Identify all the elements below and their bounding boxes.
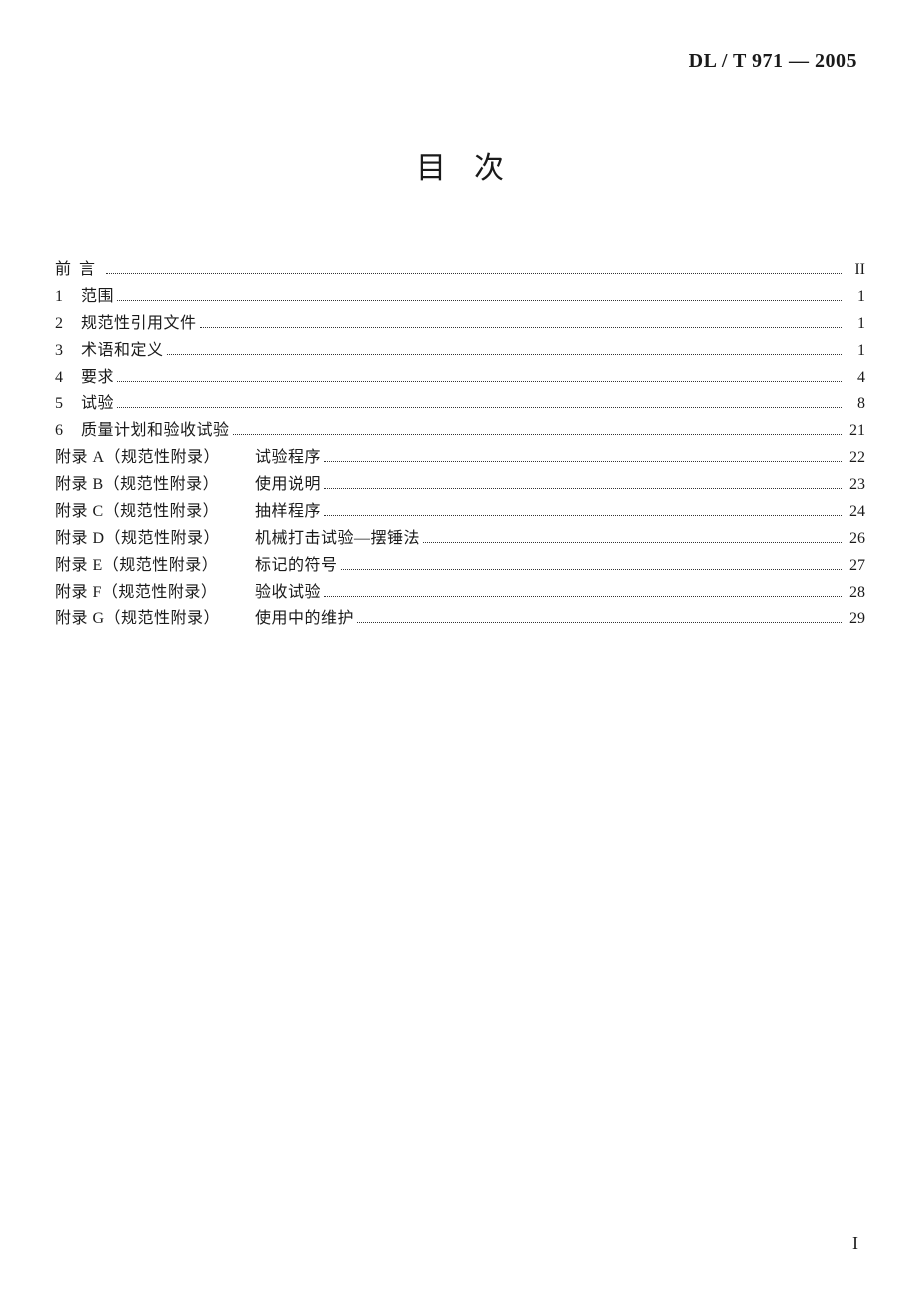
toc-section-num: 1 [55, 284, 81, 311]
toc-section-num: 2 [55, 311, 81, 338]
toc-appendix-label2: 使用中的维护 [241, 606, 354, 633]
toc-appendix-row: 附录 B（规范性附录） 使用说明 23 [55, 472, 865, 499]
toc-section-label: 要求 [81, 365, 114, 392]
doc-header: DL / T 971 — 2005 [55, 50, 865, 73]
toc-dots [167, 354, 842, 355]
toc-dots [341, 569, 842, 570]
toc-appendix-label2: 试验程序 [241, 445, 321, 472]
toc-section-num: 6 [55, 418, 81, 445]
toc-section-label: 试验 [81, 391, 114, 418]
toc-appendix-label1: 附录 E（规范性附录） [55, 553, 241, 580]
toc-section-label: 范围 [81, 284, 114, 311]
toc-dots [357, 622, 842, 623]
toc-dots [117, 407, 842, 408]
toc-appendix-label1: 附录 F（规范性附录） [55, 580, 241, 607]
toc-appendix-page: 29 [845, 606, 865, 633]
toc-appendix-row: 附录 C（规范性附录） 抽样程序 24 [55, 499, 865, 526]
toc-section-row: 5 试验 8 [55, 391, 865, 418]
toc-appendix-page: 23 [845, 472, 865, 499]
toc-section-page: 1 [845, 284, 865, 311]
toc-section-page: 21 [845, 418, 865, 445]
toc-dots [324, 461, 842, 462]
toc-appendix-label2: 验收试验 [241, 580, 321, 607]
toc-appendix-label1: 附录 G（规范性附录） [55, 606, 241, 633]
toc-appendix-page: 28 [845, 580, 865, 607]
toc-section-page: 4 [845, 365, 865, 392]
table-of-contents: 前言 II 1 范围 1 2 规范性引用文件 1 3 术语和定义 1 4 要求 … [55, 257, 865, 633]
toc-section-label: 术语和定义 [81, 338, 164, 365]
toc-section-page: 1 [845, 338, 865, 365]
toc-section-page: 1 [845, 311, 865, 338]
toc-section-num: 3 [55, 338, 81, 365]
toc-appendix-page: 26 [845, 526, 865, 553]
toc-section-num: 4 [55, 365, 81, 392]
toc-appendix-row: 附录 F（规范性附录） 验收试验 28 [55, 580, 865, 607]
toc-dots [324, 596, 842, 597]
toc-section-row: 6 质量计划和验收试验 21 [55, 418, 865, 445]
toc-section-row: 2 规范性引用文件 1 [55, 311, 865, 338]
toc-section-row: 4 要求 4 [55, 365, 865, 392]
toc-section-label: 规范性引用文件 [81, 311, 197, 338]
toc-dots [324, 515, 842, 516]
toc-appendix-label2: 使用说明 [241, 472, 321, 499]
toc-appendix-row: 附录 G（规范性附录） 使用中的维护 29 [55, 606, 865, 633]
toc-section-num: 5 [55, 391, 81, 418]
toc-appendix-label1: 附录 C（规范性附录） [55, 499, 241, 526]
toc-dots [200, 327, 842, 328]
toc-appendix-page: 22 [845, 445, 865, 472]
toc-appendix-label1: 附录 D（规范性附录） [55, 526, 241, 553]
toc-appendix-row: 附录 E（规范性附录） 标记的符号 27 [55, 553, 865, 580]
toc-section-row: 1 范围 1 [55, 284, 865, 311]
toc-appendix-page: 24 [845, 499, 865, 526]
toc-appendix-label1: 附录 A（规范性附录） [55, 445, 241, 472]
toc-preface-row: 前言 II [55, 257, 865, 284]
toc-dots [106, 273, 842, 274]
toc-appendix-label2: 机械打击试验—摆锤法 [241, 526, 420, 553]
doc-title: 目次 [55, 143, 865, 187]
page-number: I [852, 1233, 858, 1254]
toc-dots [233, 434, 842, 435]
toc-dots [117, 381, 842, 382]
toc-section-page: 8 [845, 391, 865, 418]
toc-appendix-label2: 标记的符号 [241, 553, 338, 580]
toc-appendix-label2: 抽样程序 [241, 499, 321, 526]
toc-section-row: 3 术语和定义 1 [55, 338, 865, 365]
toc-appendix-label1: 附录 B（规范性附录） [55, 472, 241, 499]
toc-appendix-row: 附录 A（规范性附录） 试验程序 22 [55, 445, 865, 472]
toc-appendix-row: 附录 D（规范性附录） 机械打击试验—摆锤法 26 [55, 526, 865, 553]
toc-preface-label: 前言 [55, 257, 103, 284]
toc-preface-page: II [845, 257, 865, 284]
toc-dots [324, 488, 842, 489]
toc-dots [117, 300, 842, 301]
toc-appendix-page: 27 [845, 553, 865, 580]
toc-section-label: 质量计划和验收试验 [81, 418, 230, 445]
toc-dots [423, 542, 842, 543]
